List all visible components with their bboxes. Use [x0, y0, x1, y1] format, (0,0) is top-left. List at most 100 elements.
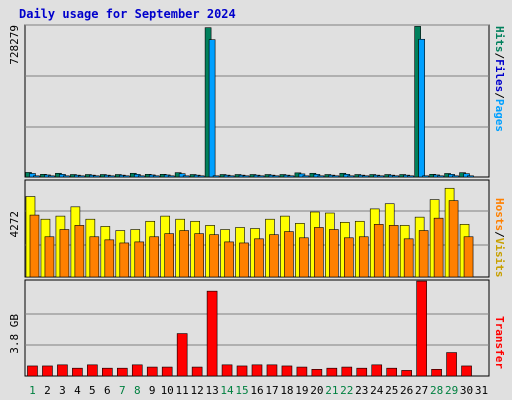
bar-files-day-30 [463, 173, 470, 178]
x-tick-label-day-11: 11 [176, 384, 189, 397]
bar-transfer-day-5 [87, 364, 98, 377]
bar-transfer-day-10 [161, 366, 173, 377]
x-tick-label-day-7: 7 [119, 384, 126, 397]
x-tick-label-day-17: 17 [265, 384, 278, 397]
legend-hits-files-pages: Hits/Files/Pages [493, 26, 506, 132]
x-tick-label-day-31: 31 [475, 384, 488, 397]
marks-layer [25, 26, 474, 377]
bar-pages-day-1 [33, 175, 40, 178]
bar-visits-day-6 [104, 239, 115, 278]
bar-pages-day-5 [93, 175, 100, 178]
bar-visits-day-12 [194, 233, 204, 278]
bar-visits-day-10 [164, 233, 174, 278]
bar-visits-day-22 [344, 237, 354, 278]
bar-files-day-13 [208, 39, 216, 178]
bar-transfer-day-24 [371, 364, 383, 377]
bar-transfer-day-4 [72, 367, 83, 377]
x-tick-label-day-23: 23 [355, 384, 368, 397]
x-tick-label-day-28: 28 [430, 384, 443, 397]
bar-pages-day-21 [332, 175, 340, 178]
legend-hosts-visits-part: Hosts [493, 198, 506, 231]
legend-hits-files-pages-part: Files [493, 59, 506, 92]
bar-pages-day-24 [377, 175, 385, 178]
bar-files-day-27 [418, 38, 425, 178]
bar-pages-day-29 [452, 175, 459, 178]
bar-transfer-day-17 [266, 364, 278, 377]
bar-visits-day-13 [209, 234, 219, 278]
bar-pages-day-20 [317, 175, 325, 178]
bar-visits-day-27 [418, 230, 429, 278]
x-tick-label-day-21: 21 [325, 384, 338, 397]
bar-visits-day-24 [373, 224, 384, 278]
bar-transfer-day-30 [461, 365, 472, 377]
bar-pages-day-9 [152, 175, 160, 178]
bar-transfer-day-8 [131, 364, 143, 377]
legend-transfer-part: Transfer [493, 316, 506, 369]
bar-transfer-day-18 [281, 365, 293, 377]
x-tick-label-day-26: 26 [400, 384, 413, 397]
x-tick-label-day-9: 9 [149, 384, 156, 397]
bar-transfer-day-29 [446, 352, 457, 377]
bar-visits-day-19 [299, 237, 309, 278]
bar-pages-day-3 [63, 175, 70, 178]
bar-visits-day-18 [284, 231, 294, 278]
x-tick-label-day-6: 6 [104, 384, 111, 397]
x-tick-label-day-19: 19 [295, 384, 308, 397]
bar-pages-day-10 [167, 175, 175, 178]
bar-transfer-day-2 [42, 365, 53, 377]
bar-transfer-day-11 [176, 333, 188, 377]
bar-pages-day-22 [347, 175, 355, 178]
bar-visits-day-23 [358, 236, 369, 278]
panel-frame-transfer [24, 279, 490, 377]
legend-transfer: Transfer [493, 316, 506, 369]
bar-visits-day-25 [388, 225, 399, 278]
legend-hits-files-pages-part: / [493, 53, 506, 60]
x-tick-label-day-24: 24 [370, 384, 384, 397]
bar-visits-day-14 [224, 241, 234, 278]
bar-visits-day-4 [74, 225, 85, 278]
bar-files-day-1 [29, 173, 36, 178]
bar-transfer-day-13 [206, 290, 218, 377]
bar-pages-day-13 [212, 175, 220, 178]
x-tick-label-day-16: 16 [250, 384, 263, 397]
bar-transfer-day-23 [356, 367, 368, 377]
bar-transfer-day-19 [296, 366, 308, 377]
bar-visits-day-3 [59, 229, 70, 278]
x-tick-label-day-25: 25 [385, 384, 398, 397]
bar-transfer-day-1 [27, 365, 38, 377]
bar-visits-day-15 [239, 242, 249, 278]
x-tick-label-day-2: 2 [44, 384, 51, 397]
bar-visits-day-20 [314, 227, 324, 278]
legend-hosts-visits-part: Visits [493, 238, 506, 278]
bar-visits-day-17 [269, 234, 279, 278]
bar-pages-day-18 [287, 175, 295, 178]
x-tick-label-day-5: 5 [89, 384, 96, 397]
bar-visits-day-2 [44, 236, 55, 278]
legend-hits-files-pages-part: Pages [493, 99, 506, 132]
bar-transfer-day-27 [416, 280, 427, 377]
bar-visits-day-9 [149, 236, 160, 278]
legend-hits-files-pages-part: / [493, 92, 506, 99]
x-tick-label-day-4: 4 [74, 384, 81, 397]
bar-transfer-day-16 [251, 364, 263, 377]
x-tick-label-day-30: 30 [460, 384, 473, 397]
bar-visits-day-26 [403, 238, 414, 278]
bar-visits-day-21 [329, 229, 339, 278]
x-tick-label-day-12: 12 [191, 384, 204, 397]
bar-pages-day-15 [242, 175, 250, 178]
bar-visits-day-1 [29, 214, 40, 278]
y-tick-label-transfer: 3.8 GB [8, 314, 21, 354]
bar-pages-day-26 [407, 175, 414, 178]
bar-visits-day-29 [448, 200, 459, 278]
y-tick-label-hits-files-pages: 728279 [8, 25, 21, 65]
bar-pages-day-4 [78, 175, 85, 178]
bar-transfer-day-26 [401, 370, 412, 377]
bar-pages-day-14 [227, 175, 235, 178]
panel-frame-hits-files-pages [24, 24, 490, 178]
bar-transfer-day-20 [311, 368, 323, 377]
x-tick-label-day-22: 22 [340, 384, 353, 397]
x-tick-label-day-3: 3 [59, 384, 66, 397]
bar-pages-day-17 [272, 175, 280, 178]
